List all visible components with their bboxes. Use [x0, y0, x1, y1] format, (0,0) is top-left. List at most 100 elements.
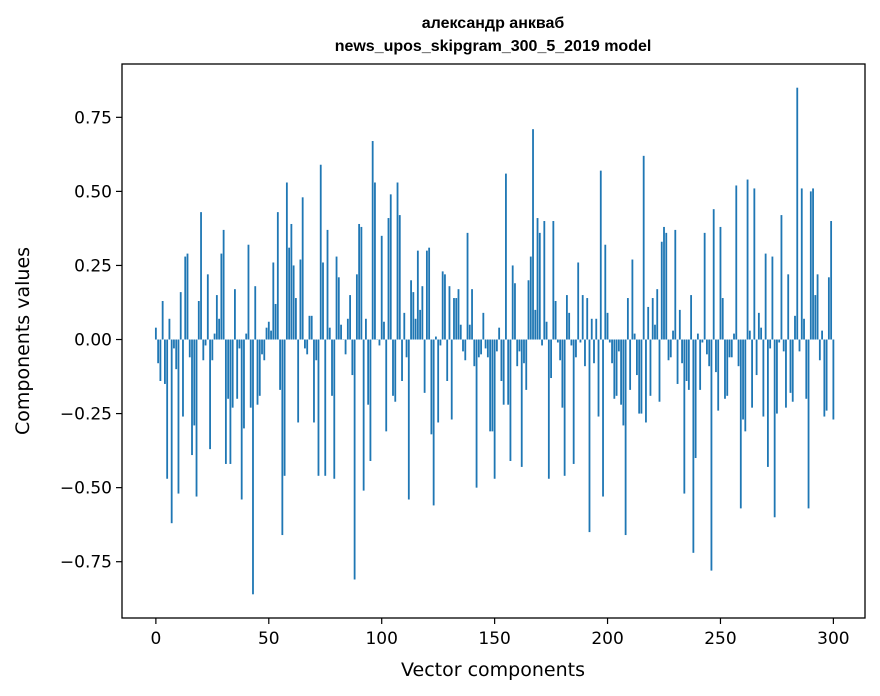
chart-title: александр анкваб [422, 15, 565, 32]
bar [378, 339, 381, 346]
bar [489, 339, 492, 432]
bar [536, 218, 539, 340]
bar [240, 339, 243, 500]
bar [258, 339, 261, 396]
bar [425, 250, 428, 340]
bar [179, 292, 182, 340]
bar [294, 298, 297, 340]
bar [215, 295, 218, 340]
bar [254, 286, 257, 340]
bar [473, 339, 476, 367]
bar [292, 265, 295, 340]
bar [534, 309, 537, 340]
bar [392, 339, 394, 396]
bar [193, 339, 196, 426]
bar [482, 312, 485, 340]
bar [471, 289, 473, 340]
bar [830, 221, 833, 340]
bar [606, 312, 609, 340]
bar [599, 170, 602, 340]
bar [766, 339, 769, 467]
bar [267, 321, 270, 340]
x-axis-label: Vector components [401, 659, 585, 681]
bar [620, 339, 622, 405]
bar [279, 339, 281, 390]
bar [441, 271, 444, 340]
bar [367, 339, 370, 405]
bar [778, 339, 781, 343]
bar [213, 333, 216, 340]
bar [335, 256, 338, 340]
bar [710, 339, 713, 571]
bar [505, 173, 507, 340]
bar [410, 280, 412, 340]
bar [746, 179, 749, 340]
y-axis-ticks: 0.75 0.50 0.25 0.00 −0.25 −0.50 −0.75 [60, 108, 122, 573]
bar [188, 339, 191, 358]
x-tick-label: 50 [258, 629, 280, 649]
bar [412, 292, 415, 340]
bar [597, 339, 600, 417]
bar [468, 324, 471, 340]
bar [665, 232, 668, 340]
bar [748, 330, 751, 340]
bar [651, 298, 654, 340]
bar [611, 339, 613, 364]
bar [374, 182, 376, 340]
bar [249, 339, 252, 408]
bar [486, 339, 489, 358]
bar [387, 218, 390, 340]
bar [328, 327, 331, 340]
bar [437, 339, 440, 423]
bar [545, 321, 548, 340]
bar [696, 333, 699, 340]
bar [211, 339, 214, 361]
bar [803, 318, 805, 340]
bar [667, 339, 670, 361]
bar [708, 339, 711, 367]
plot-frame [121, 63, 866, 619]
bar [204, 339, 207, 346]
bar [525, 339, 528, 390]
bar [423, 339, 426, 393]
bar [288, 247, 291, 340]
bar [170, 339, 173, 524]
bar [297, 339, 300, 423]
bar [157, 339, 160, 364]
bar [683, 339, 686, 494]
bar [270, 330, 272, 340]
bar [579, 339, 582, 343]
bar [807, 339, 810, 509]
y-tick-label: −0.25 [60, 405, 112, 425]
bar [154, 327, 157, 340]
bar [568, 312, 571, 340]
bar [234, 289, 236, 340]
bar [380, 235, 383, 340]
bar [349, 295, 351, 340]
bar [200, 212, 202, 340]
bar [209, 339, 211, 450]
bar [184, 256, 187, 340]
bar [518, 339, 521, 352]
bar [403, 312, 406, 340]
y-tick-label: 0.25 [74, 256, 112, 276]
bar [541, 339, 543, 346]
bar [818, 339, 821, 361]
y-axis-label: Components values [12, 247, 34, 435]
bar [355, 274, 358, 340]
bar [313, 339, 315, 423]
bar [195, 339, 198, 497]
y-tick-label: −0.75 [60, 553, 112, 573]
bar [789, 339, 792, 393]
bar [177, 339, 180, 494]
bar [706, 339, 708, 355]
bar [593, 339, 595, 364]
bar [191, 339, 193, 456]
bar [602, 339, 604, 497]
bar [315, 339, 318, 361]
bar [457, 289, 460, 340]
bar [629, 339, 632, 390]
bar [419, 309, 422, 340]
bar [631, 259, 634, 340]
